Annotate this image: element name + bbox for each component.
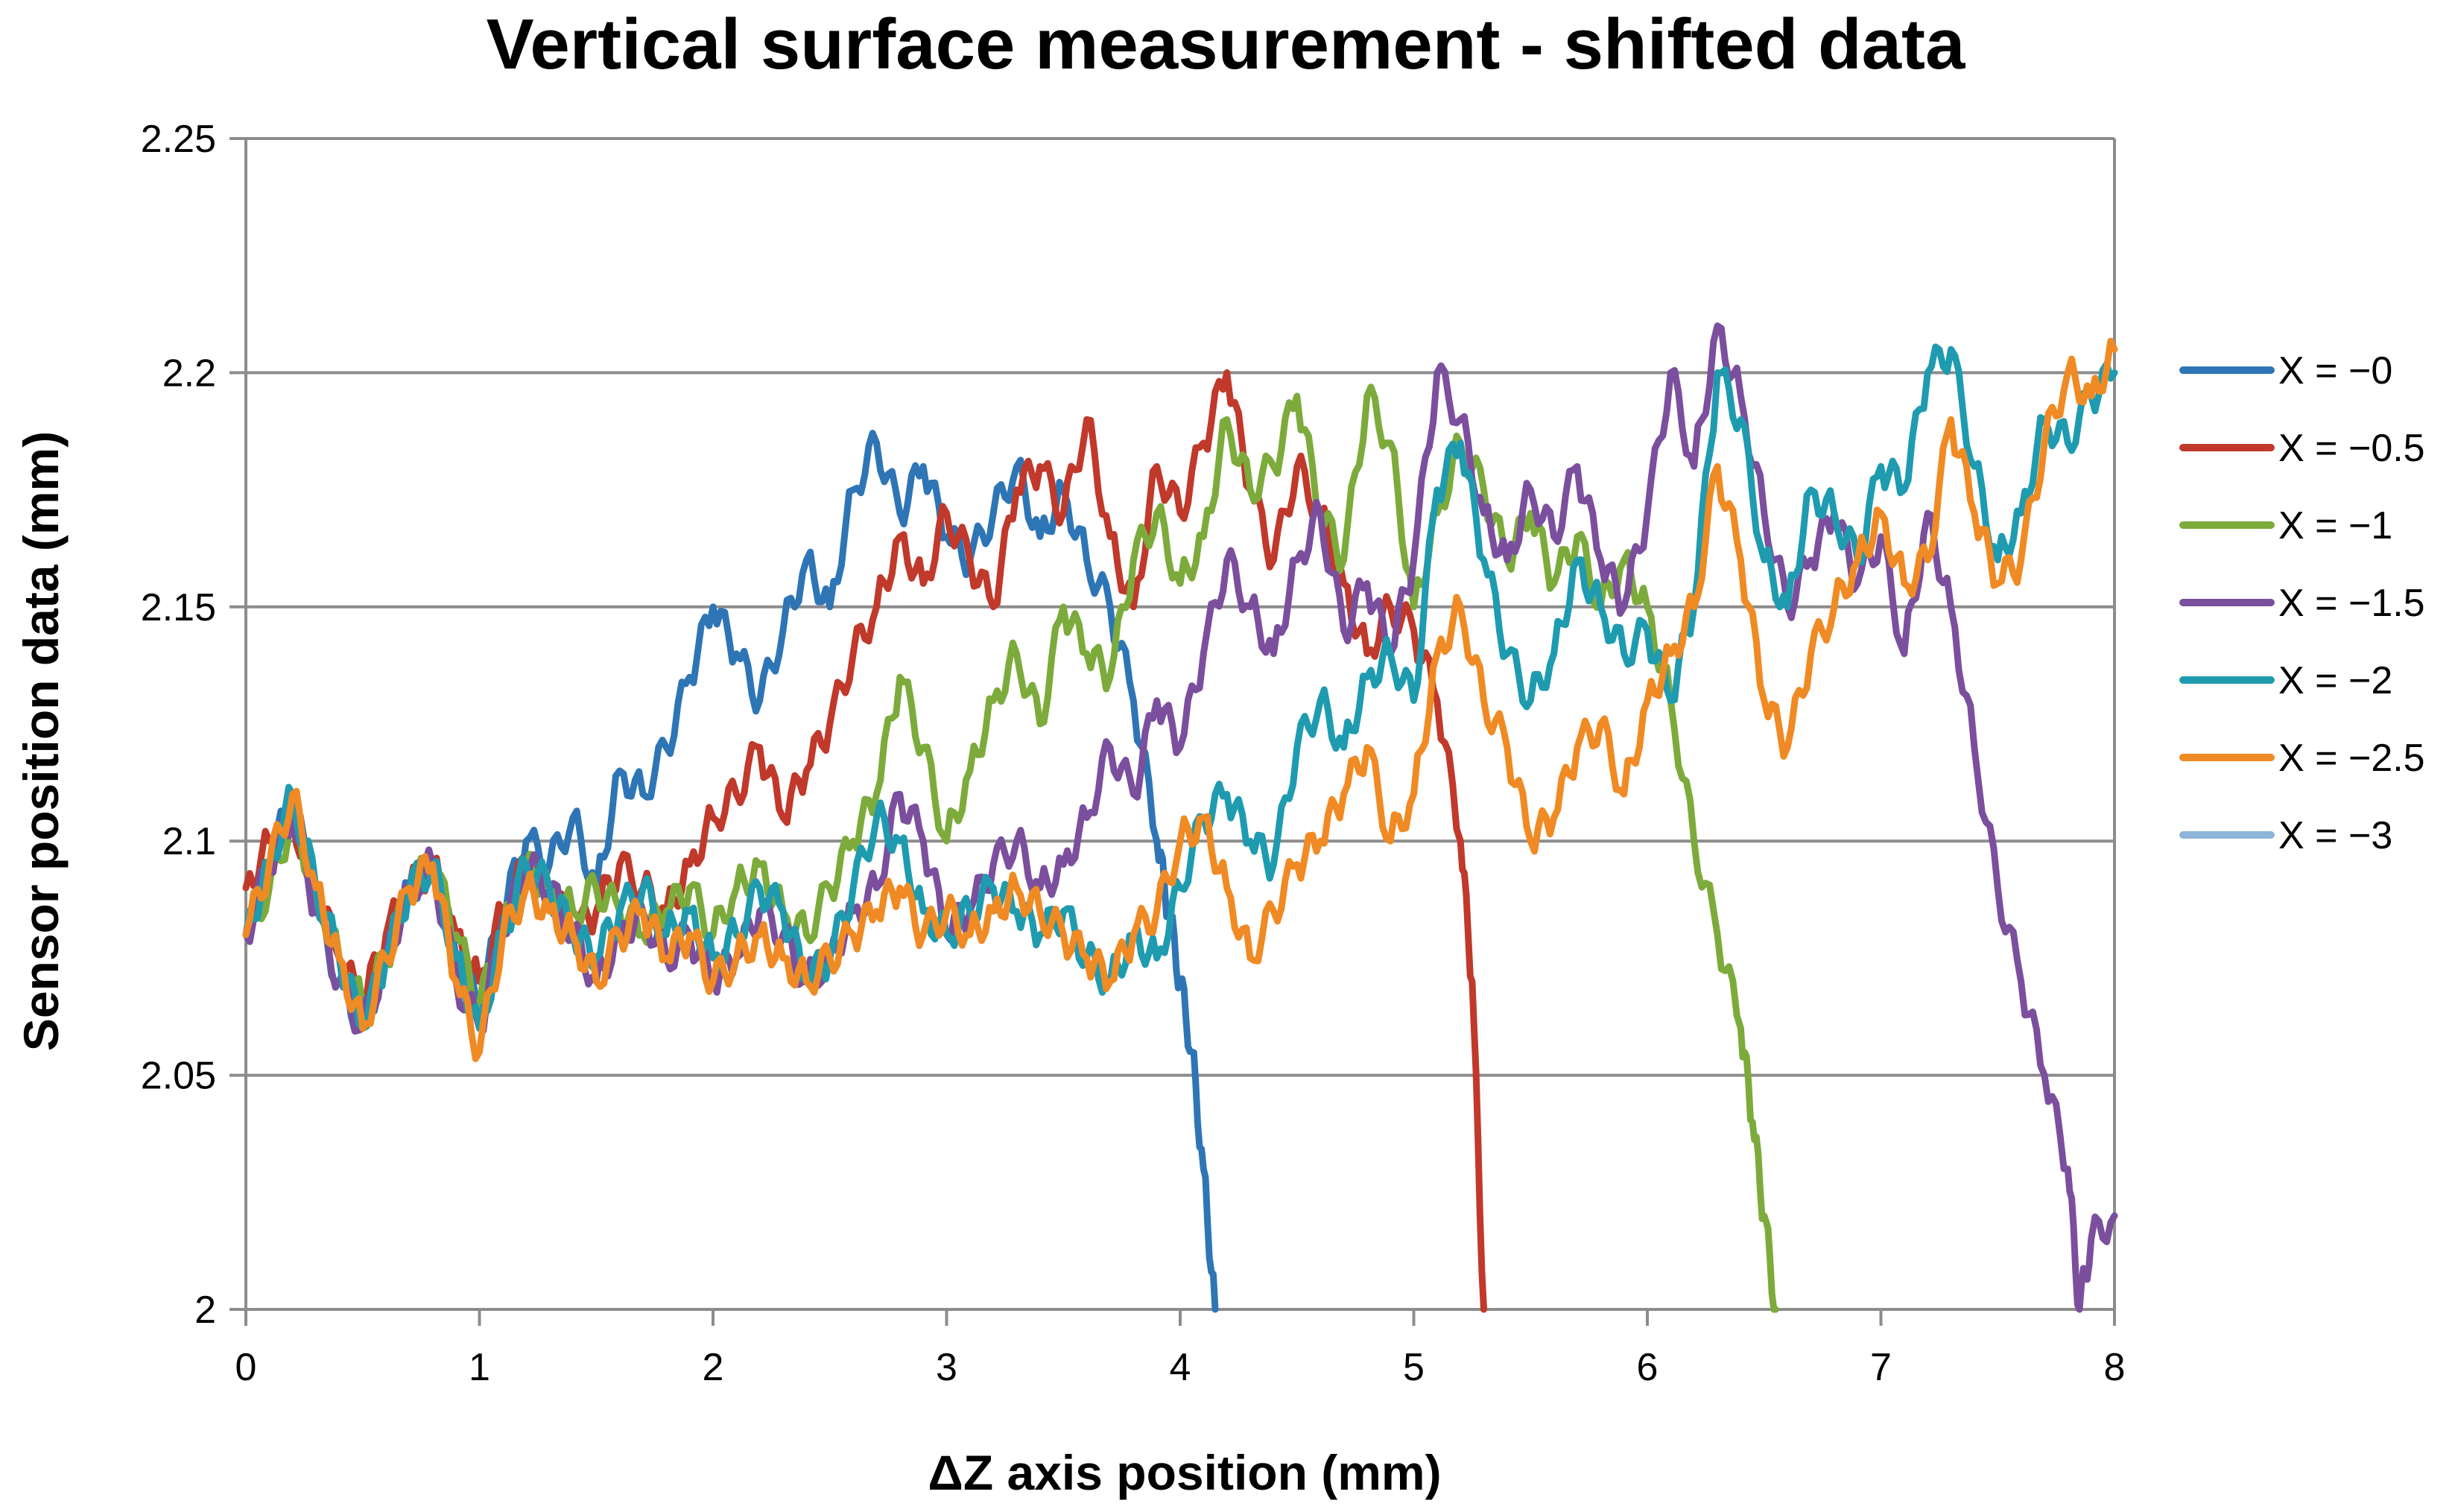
y-tick-label: 2.2 — [162, 352, 216, 395]
x-tick-label: 5 — [1403, 1346, 1425, 1389]
y-tick-label: 2.1 — [162, 820, 216, 863]
x-tick-label: 0 — [235, 1346, 257, 1389]
x-tick-label: 8 — [2104, 1346, 2126, 1389]
x-tick-label: 6 — [1637, 1346, 1659, 1389]
y-tick-label: 2.05 — [141, 1055, 216, 1098]
series-line-5 — [242, 337, 2118, 1062]
x-tick-label: 2 — [703, 1346, 724, 1389]
x-tick-label: 1 — [469, 1346, 490, 1389]
x-tick-label: 3 — [936, 1346, 957, 1389]
x-axis-label: ΔZ axis position (mm) — [928, 1445, 1441, 1500]
legend-label: X = −1 — [2278, 504, 2392, 547]
series-line-3 — [242, 323, 2118, 1313]
gridlines — [244, 137, 2116, 1311]
chart-title: Vertical surface measurement - shifted d… — [487, 4, 1965, 84]
x-tick-label: 7 — [1870, 1346, 1892, 1389]
legend-label: X = −0.5 — [2278, 427, 2425, 470]
legend-label: X = −3 — [2278, 814, 2392, 857]
legend-label: X = −0 — [2278, 349, 2392, 393]
y-tick-label: 2.25 — [141, 118, 216, 161]
series-line-4 — [242, 343, 2118, 1032]
legend-label: X = −2 — [2278, 659, 2392, 702]
y-tick-label: 2.15 — [141, 586, 216, 629]
y-axis-ticks: 2 2.05 2.1 2.15 2.2 2.25 — [141, 118, 246, 1332]
series-line-2 — [242, 384, 1779, 1313]
y-tick-label: 2 — [194, 1289, 216, 1332]
legend-label: X = −2.5 — [2278, 737, 2425, 780]
series-line-0 — [242, 430, 1219, 1313]
series-lines — [242, 323, 2118, 1313]
x-tick-label: 4 — [1170, 1346, 1191, 1389]
y-axis-label: Sensor position data (mm) — [13, 431, 69, 1051]
legend: X = −0 X = −0.5 X = −1 X = −1.5 X = −2 X = −2… — [2179, 349, 2425, 857]
x-axis-ticks: 0 1 2 3 4 5 6 7 8 — [235, 1309, 2126, 1389]
legend-label: X = −1.5 — [2278, 582, 2425, 625]
